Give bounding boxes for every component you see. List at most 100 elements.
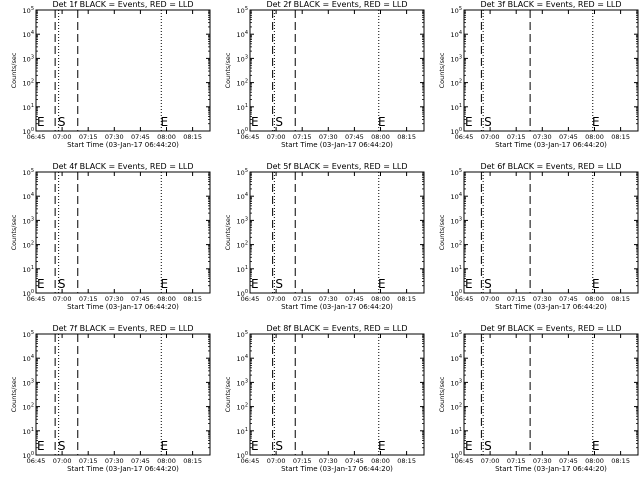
panel-title: Det 7f BLACK = Events, RED = LLD [52,324,193,333]
x-tick-label: 07:00 [267,457,286,465]
x-tick-label: 08:00 [371,133,390,141]
y-tick-label: 102 [23,241,34,250]
y-axis-label: Counts/sec [10,376,18,412]
plot-frame [249,333,425,456]
x-tick-label: 08:15 [611,295,630,303]
x-tick-label: 07:15 [507,457,526,465]
x-axis-label: Start Time (03-Jan-17 06:44:20) [67,465,179,473]
x-tick-label: 07:45 [131,457,150,465]
panel-det-3: Det 3f BLACK = Events, RED = LLD 06:45 07:… [438,0,639,149]
y-tick-label: 101 [237,427,248,436]
panel-det-9: Det 9f BLACK = Events, RED = LLD 06:45 07:… [438,324,639,473]
x-tick-label: 07:45 [131,133,150,141]
y-tick-label: 104 [237,30,248,39]
panel-det-1: Det 1f BLACK = Events, RED = LLD 06:45 07:… [10,0,211,149]
panel-title: Det 1f BLACK = Events, RED = LLD [52,0,193,9]
y-tick-label: 101 [237,103,248,112]
x-axis-label: Start Time (03-Jan-17 06:44:20) [67,141,179,149]
y-tick-exponent: 4 [31,354,34,360]
x-tick-label: 07:00 [53,457,72,465]
end-marker: E [37,115,45,129]
x-tick-label: 08:00 [585,133,604,141]
y-tick-label: 100 [237,127,248,136]
y-axis-label: Counts/sec [438,376,446,412]
end-marker: E [161,115,169,129]
x-tick-label: 07:00 [481,295,500,303]
y-tick-exponent: 3 [459,378,462,384]
y-tick-label: 104 [451,192,462,201]
y-tick-exponent: 4 [459,354,462,360]
x-axis-label: Start Time (03-Jan-17 06:44:20) [281,303,393,311]
x-tick-label: 06:45 [455,133,474,141]
x-tick-label: 08:00 [157,133,176,141]
x-tick-label: 07:30 [319,457,338,465]
x-tick-label: 06:45 [27,295,46,303]
x-tick-label: 08:15 [397,295,416,303]
y-tick-label: 102 [451,403,462,412]
y-tick-label: 104 [23,354,34,363]
x-tick-label: 08:00 [585,295,604,303]
x-tick-label: 07:30 [105,133,124,141]
y-tick-exponent: 0 [31,289,34,295]
y-axis-label: Counts/sec [224,214,232,250]
end-marker: E [592,277,600,291]
y-tick-label: 105 [451,6,462,15]
panel-title: Det 5f BLACK = Events, RED = LLD [266,162,407,171]
x-axis-label: Start Time (03-Jan-17 06:44:20) [281,465,393,473]
panel-det-2: Det 2f BLACK = Events, RED = LLD 06:45 07:… [224,0,425,149]
y-tick-label: 103 [237,378,248,387]
y-tick-exponent: 5 [245,6,248,12]
x-axis-label: Start Time (03-Jan-17 06:44:20) [67,303,179,311]
y-tick-label: 105 [23,6,34,15]
y-tick-exponent: 4 [31,30,34,36]
y-tick-label: 105 [23,168,34,177]
panel-title: Det 9f BLACK = Events, RED = LLD [480,324,621,333]
y-tick-label: 102 [451,241,462,250]
y-tick-label: 104 [23,30,34,39]
x-tick-label: 07:00 [53,133,72,141]
y-tick-exponent: 0 [459,127,462,133]
y-tick-exponent: 3 [459,54,462,60]
y-tick-exponent: 5 [31,6,34,12]
y-tick-label: 103 [237,54,248,63]
y-tick-label: 100 [451,289,462,298]
y-tick-label: 101 [237,265,248,274]
y-tick-exponent: 2 [245,79,248,85]
x-tick-label: 08:00 [371,457,390,465]
y-axis-label: Counts/sec [438,214,446,250]
x-tick-label: 08:15 [183,457,202,465]
y-tick-label: 104 [23,192,34,201]
y-tick-exponent: 5 [245,168,248,174]
y-tick-exponent: 1 [245,427,248,433]
x-tick-label: 08:15 [397,133,416,141]
y-tick-label: 103 [23,54,34,63]
x-tick-label: 07:30 [319,133,338,141]
y-tick-exponent: 1 [31,265,34,271]
x-tick-label: 07:30 [105,457,124,465]
end-marker: E [592,115,600,129]
start-marker: S [58,115,66,129]
start-marker: S [484,277,492,291]
x-tick-label: 07:30 [319,295,338,303]
x-tick-label: 07:15 [79,457,98,465]
y-tick-exponent: 4 [245,354,248,360]
end-marker: E [37,277,45,291]
y-tick-exponent: 5 [459,168,462,174]
y-axis-label: Counts/sec [224,376,232,412]
y-tick-label: 102 [23,79,34,88]
panel-title: Det 8f BLACK = Events, RED = LLD [266,324,407,333]
plot-frame [249,9,425,132]
y-axis-label: Counts/sec [10,214,18,250]
y-tick-label: 102 [237,403,248,412]
plot-frame [35,171,211,294]
y-tick-exponent: 0 [245,451,248,457]
x-tick-label: 07:30 [533,133,552,141]
y-tick-exponent: 5 [31,168,34,174]
x-axis-label: Start Time (03-Jan-17 06:44:20) [281,141,393,149]
y-tick-exponent: 5 [459,330,462,336]
panel-title: Det 6f BLACK = Events, RED = LLD [480,162,621,171]
y-tick-exponent: 3 [31,378,34,384]
x-tick-label: 07:15 [293,295,312,303]
y-tick-label: 101 [451,103,462,112]
end-marker: E [378,439,386,453]
